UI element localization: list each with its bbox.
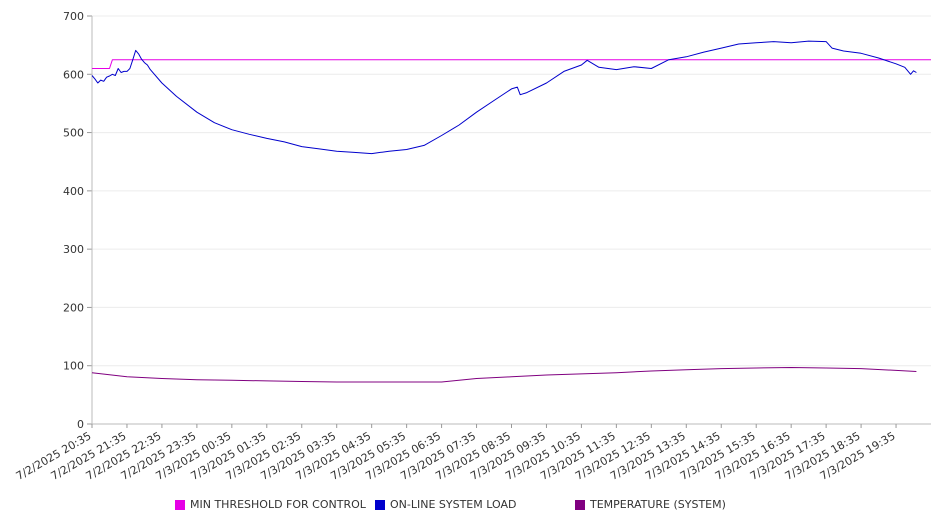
legend-label: TEMPERATURE (SYSTEM) xyxy=(590,498,726,511)
y-tick-label: 400 xyxy=(63,185,84,198)
legend-swatch xyxy=(575,499,585,510)
series-lines xyxy=(91,40,931,383)
x-axis: 7/2/2025 20:357/2/2025 21:357/2/2025 22:… xyxy=(14,423,931,483)
legend-item-min-threshold[interactable]: MIN THRESHOLD FOR CONTROL xyxy=(175,498,366,511)
legend-swatch xyxy=(375,499,385,510)
legend: MIN THRESHOLD FOR CONTROL ON-LINE SYSTEM… xyxy=(0,496,946,516)
legend-swatch xyxy=(175,499,185,510)
series-line-system-load xyxy=(91,40,917,155)
legend-item-temperature[interactable]: TEMPERATURE (SYSTEM) xyxy=(575,498,726,511)
grid-lines xyxy=(92,15,931,425)
y-tick-label: 500 xyxy=(63,127,84,140)
y-tick-label: 0 xyxy=(77,418,84,431)
y-tick-label: 100 xyxy=(63,360,84,373)
y-tick-label: 600 xyxy=(63,68,84,81)
y-tick-label: 300 xyxy=(63,243,84,256)
series-line-min-threshold xyxy=(92,59,931,69)
series-line-temperature xyxy=(91,367,917,383)
y-tick-label: 200 xyxy=(63,301,84,314)
y-tick-label: 700 xyxy=(63,10,84,23)
legend-label: ON-LINE SYSTEM LOAD xyxy=(390,498,517,511)
legend-item-system-load[interactable]: ON-LINE SYSTEM LOAD xyxy=(375,498,516,511)
legend-label: MIN THRESHOLD FOR CONTROL xyxy=(190,498,366,511)
y-axis: 0 100 200 300 400 500 600 700 xyxy=(63,10,93,431)
